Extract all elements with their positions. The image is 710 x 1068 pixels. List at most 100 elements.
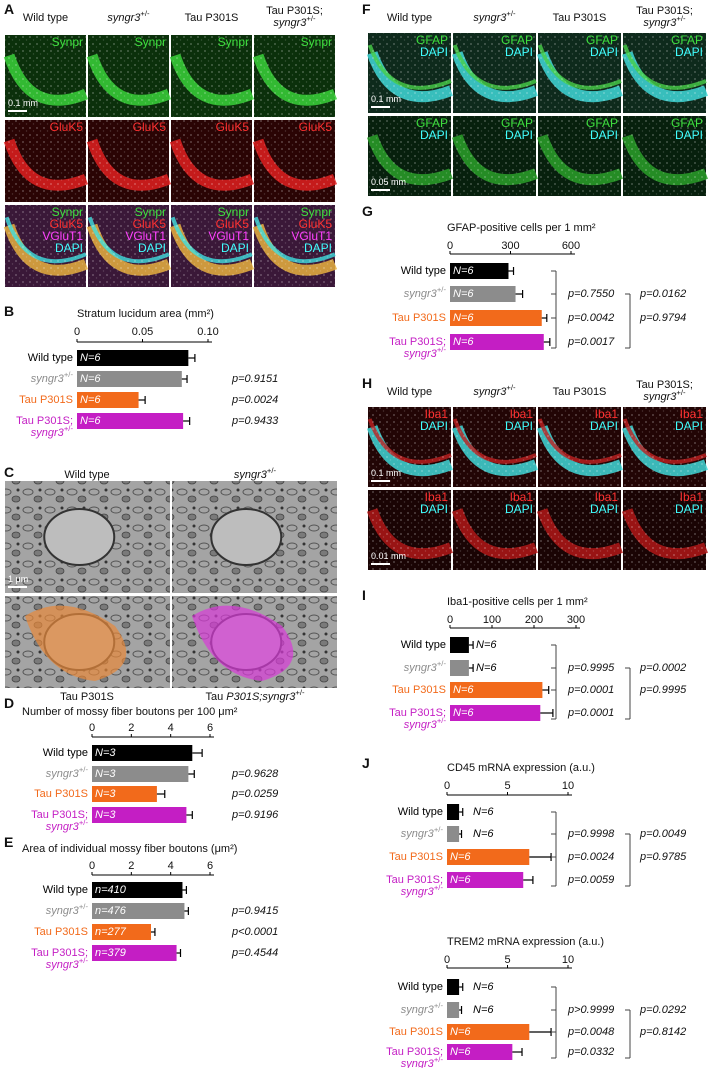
bar — [447, 1002, 460, 1018]
category-label: Wild type — [28, 352, 73, 364]
channel-label: DAPI — [675, 502, 703, 516]
channel-label: VGluT1 — [42, 229, 83, 243]
channel-label: Synpr — [218, 35, 249, 49]
p-value: p=0.9998 — [567, 828, 615, 840]
p-value: p=0.7550 — [567, 288, 615, 300]
bar — [77, 371, 182, 387]
bar-label: N=6 — [473, 981, 494, 993]
micrograph-texture — [171, 120, 252, 202]
chart-title: Area of individual mossy fiber boutons (… — [22, 843, 237, 855]
channel-label: Synpr — [52, 35, 83, 49]
bar — [77, 350, 189, 366]
bar-label: N=6 — [450, 851, 471, 863]
x-tick-label: 0 — [447, 614, 453, 626]
channel-label: DAPI — [505, 128, 533, 142]
p-value: p=0.8142 — [639, 1026, 686, 1038]
channel-label: Synpr — [135, 205, 166, 219]
bar-label: N=6 — [453, 288, 474, 300]
channel-label: Synpr — [135, 35, 166, 49]
channel-label: Synpr — [301, 35, 332, 49]
p-value: p=0.9794 — [639, 312, 686, 324]
bar — [450, 637, 469, 653]
scale-bar-label: 0.1 mm — [8, 98, 38, 108]
x-tick-label: 0 — [444, 954, 450, 966]
bar-label: N=3 — [95, 809, 116, 821]
x-tick-label: 5 — [504, 780, 510, 792]
chart-title: Number of mossy fiber boutons per 100 μm… — [22, 706, 238, 718]
bar-label: n=476 — [95, 905, 127, 917]
panel-letter: E — [4, 834, 13, 850]
panel-letter: B — [4, 303, 14, 319]
bar — [92, 766, 189, 782]
micrograph-texture — [623, 33, 706, 113]
column-header: syngr3+/- — [473, 383, 516, 398]
bar — [450, 682, 543, 698]
micrograph-texture — [368, 33, 451, 113]
micrograph-texture — [453, 33, 536, 113]
channel-label: VGluT1 — [208, 229, 249, 243]
category-label: Tau P301S; syngr3+/- — [31, 809, 88, 833]
chart-title: Iba1-positive cells per 1 mm² — [447, 596, 588, 608]
terminal-overlay — [25, 605, 127, 681]
channel-label: DAPI — [590, 45, 618, 59]
bar — [92, 786, 157, 802]
channel-label: DAPI — [221, 241, 249, 255]
column-header: Tau P301S — [553, 386, 607, 398]
bar-label: N=6 — [80, 373, 101, 385]
channel-label: GFAP — [501, 33, 533, 47]
column-header: syngr3+/- — [107, 9, 150, 24]
image-label: syngr3+/- — [234, 466, 277, 481]
channel-label: Synpr — [301, 205, 332, 219]
x-tick-label: 0.05 — [132, 326, 153, 338]
micrograph-texture — [538, 407, 621, 487]
x-tick-label: 4 — [168, 860, 174, 872]
bar — [92, 924, 151, 940]
bar — [447, 979, 460, 995]
channel-label: GluK5 — [133, 217, 167, 231]
category-label: Tau P301S; syngr3+/- — [389, 336, 446, 360]
channel-label: GluK5 — [216, 217, 250, 231]
x-tick-label: 0 — [74, 326, 80, 338]
column-header: Tau P301S; syngr3+/- — [636, 379, 693, 403]
channel-label: DAPI — [675, 128, 703, 142]
category-label: Tau P301S — [389, 1026, 443, 1038]
p-value: p=0.0162 — [639, 288, 686, 300]
bar-label: N=6 — [80, 415, 101, 427]
bar-label: N=6 — [476, 662, 497, 674]
scale-bar-label: 1 μm — [8, 574, 28, 584]
x-tick-label: 100 — [483, 614, 501, 626]
bar-label: N=3 — [95, 768, 116, 780]
micrograph-texture — [368, 407, 451, 487]
bar-label: N=6 — [450, 1046, 471, 1058]
bar-label: N=6 — [453, 684, 474, 696]
column-header: Tau P301S — [185, 12, 239, 24]
x-tick-label: 300 — [567, 614, 585, 626]
p-value: p=0.0024 — [231, 394, 278, 406]
p-value: p=0.0059 — [567, 874, 614, 886]
bar-label: N=6 — [453, 312, 474, 324]
category-label: Tau P301S; syngr3+/- — [386, 1046, 443, 1068]
category-label: Tau P301S — [392, 312, 446, 324]
p-value: p=0.0049 — [639, 828, 686, 840]
terminal-overlay — [192, 605, 294, 681]
micrograph-texture — [538, 490, 621, 570]
micrograph-texture — [171, 35, 252, 117]
bar — [447, 826, 460, 842]
x-tick-label: 600 — [562, 240, 580, 252]
x-tick-label: 5 — [504, 954, 510, 966]
chart-title: TREM2 mRNA expression (a.u.) — [447, 936, 604, 948]
category-label: Wild type — [401, 265, 446, 277]
bar — [450, 705, 541, 721]
scale-bar-label: 0.01 mm — [371, 551, 406, 561]
bar — [450, 334, 544, 350]
channel-label: DAPI — [505, 419, 533, 433]
x-tick-label: 0 — [444, 780, 450, 792]
micrograph-texture — [538, 116, 621, 196]
column-header: syngr3+/- — [473, 9, 516, 24]
bar — [92, 945, 177, 961]
micrograph-texture — [254, 120, 335, 202]
channel-label: DAPI — [420, 45, 448, 59]
x-tick-label: 0 — [447, 240, 453, 252]
micrograph-texture — [453, 407, 536, 487]
channel-label: Iba1 — [510, 407, 534, 421]
